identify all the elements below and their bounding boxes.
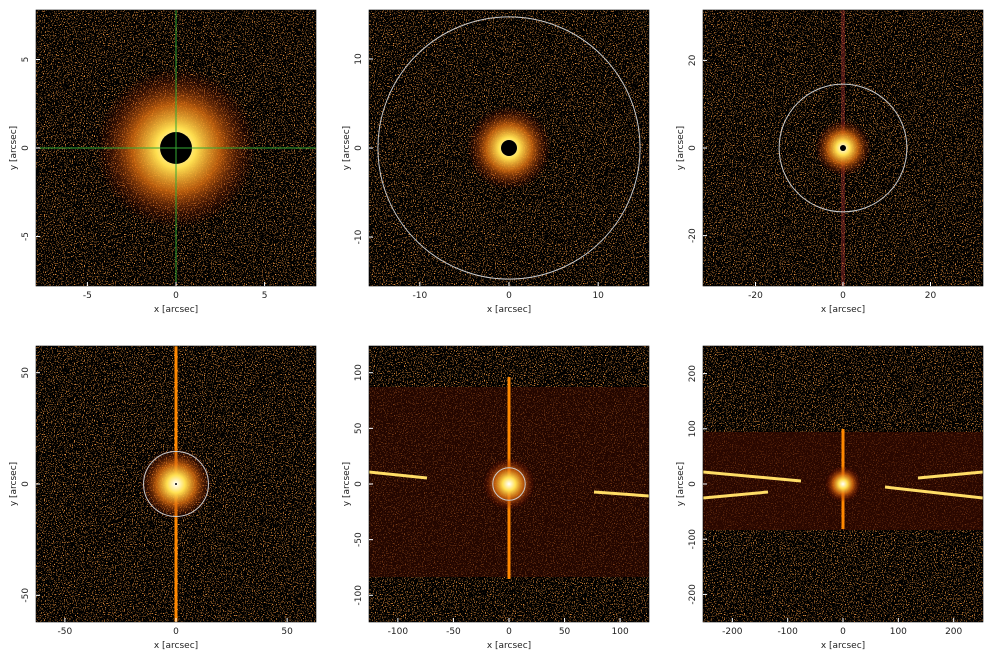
x-tick-label: 0: [506, 627, 512, 637]
streak: [884, 485, 983, 500]
image: [369, 346, 649, 622]
panel: -50 0 50 -50 0 50 x [arcsec] y [arcsec]: [9, 345, 317, 651]
x-tick-label: -50: [58, 627, 73, 637]
panel: -200 -100 0 100 200 -200 -100 0 100 200 x [arcsec]…: [676, 345, 984, 651]
x-tick-label: 100: [612, 627, 629, 637]
y-tick-label: -200: [688, 584, 698, 605]
image: [369, 10, 649, 286]
x-tick-label: -100: [388, 627, 409, 637]
y-tick-label: -50: [354, 532, 364, 547]
x-tick-label: -100: [777, 627, 798, 637]
y-tick-label: 0: [354, 145, 364, 151]
x-tick-label: -20: [748, 291, 763, 301]
y-tick-label: 50: [354, 422, 364, 434]
streak: [369, 470, 428, 480]
y-tick-label: -50: [21, 588, 31, 603]
y-tick-label: -20: [688, 228, 698, 243]
streak: [703, 490, 769, 500]
x-tick-label: 10: [592, 291, 604, 301]
image: [703, 10, 983, 286]
image: [36, 346, 316, 622]
hole: [840, 145, 846, 151]
y-tick-label: 5: [21, 57, 31, 63]
center: [175, 483, 177, 485]
y-tick-label: 10: [354, 53, 364, 65]
y-axis-label: y [arcsec]: [342, 126, 352, 170]
y-tick-label: 0: [688, 481, 698, 487]
panel: -10 0 10 -10 0 10 x [arcsec] y [arcsec]: [342, 9, 650, 315]
x-tick-label: 5: [262, 291, 268, 301]
x-tick-label: 100: [890, 627, 907, 637]
y-axis-label: y [arcsec]: [342, 462, 352, 506]
streak: [917, 470, 983, 480]
y-tick-label: 20: [688, 54, 698, 66]
halo: [483, 458, 535, 510]
y-axis-label: y [arcsec]: [676, 462, 686, 506]
x-axis-label: x [arcsec]: [821, 641, 865, 651]
x-tick-label: -10: [412, 291, 427, 301]
panel: -20 0 20 -20 0 20 x [arcsec] y [arcsec]: [676, 9, 984, 315]
y-tick-label: 100: [688, 420, 698, 437]
x-axis-label: x [arcsec]: [154, 641, 198, 651]
x-tick-label: 50: [559, 627, 571, 637]
hole: [501, 140, 517, 156]
streak: [703, 470, 802, 483]
x-tick-label: -200: [722, 627, 743, 637]
x-tick-label: 0: [840, 291, 846, 301]
x-tick-label: 200: [945, 627, 962, 637]
y-tick-label: 0: [354, 481, 364, 487]
x-tick-label: 0: [840, 627, 846, 637]
x-tick-label: 0: [506, 291, 512, 301]
image: [703, 346, 983, 622]
panel: -100 -50 0 50 100 -100 -50 0 50 100 x [arcsec] y [a…: [342, 345, 650, 651]
y-tick-label: -100: [354, 585, 364, 606]
x-axis-label: x [arcsec]: [487, 305, 531, 315]
y-tick-label: -10: [354, 229, 364, 244]
aperture: [143, 451, 209, 517]
x-tick-label: 20: [925, 291, 937, 301]
panel: -5 0 5 -5 0 5 x [arcsec] y [arcsec]: [9, 9, 317, 315]
y-tick-label: 0: [21, 481, 31, 487]
y-tick-label: 100: [354, 364, 364, 381]
x-tick-label: 0: [173, 627, 179, 637]
y-tick-label: 200: [688, 365, 698, 382]
x-tick-label: 0: [173, 291, 179, 301]
x-axis-label: x [arcsec]: [821, 305, 865, 315]
aperture: [377, 16, 641, 280]
aperture: [778, 83, 908, 213]
y-axis-label: y [arcsec]: [676, 126, 686, 170]
x-axis-label: x [arcsec]: [487, 641, 531, 651]
y-tick-label: 50: [21, 367, 31, 379]
image: [36, 10, 316, 286]
y-axis-label: y [arcsec]: [9, 462, 19, 506]
streak: [593, 490, 649, 498]
aperture: [492, 467, 526, 501]
x-tick-label: 50: [281, 627, 293, 637]
y-tick-label: 0: [21, 145, 31, 151]
y-tick-label: -100: [688, 529, 698, 550]
halo: [825, 466, 861, 502]
x-axis-label: x [arcsec]: [154, 305, 198, 315]
y-tick-label: -5: [21, 232, 31, 241]
y-axis-label: y [arcsec]: [9, 126, 19, 170]
y-tick-label: 0: [688, 145, 698, 151]
x-tick-label: -50: [446, 627, 461, 637]
x-tick-label: -5: [83, 291, 92, 301]
